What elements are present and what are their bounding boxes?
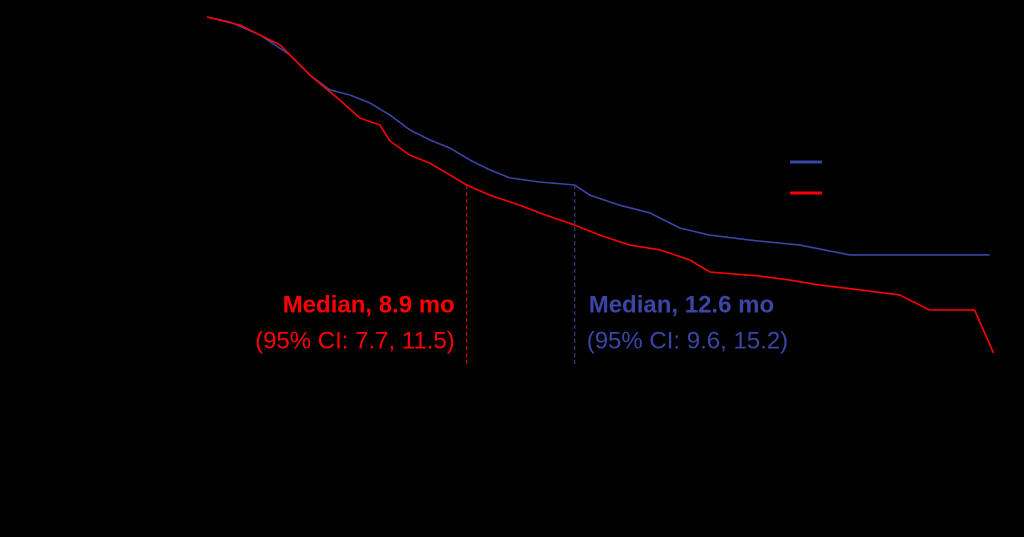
median-label: Median, 12.6 mo [589, 291, 774, 318]
median-label: Median, 8.9 mo [283, 291, 455, 318]
survival-curve [206, 16, 990, 256]
ci-label: (95% CI: 7.7, 11.5) [255, 327, 455, 354]
survival-curve [206, 16, 995, 354]
ci-label: (95% CI: 9.6, 15.2) [587, 327, 788, 354]
